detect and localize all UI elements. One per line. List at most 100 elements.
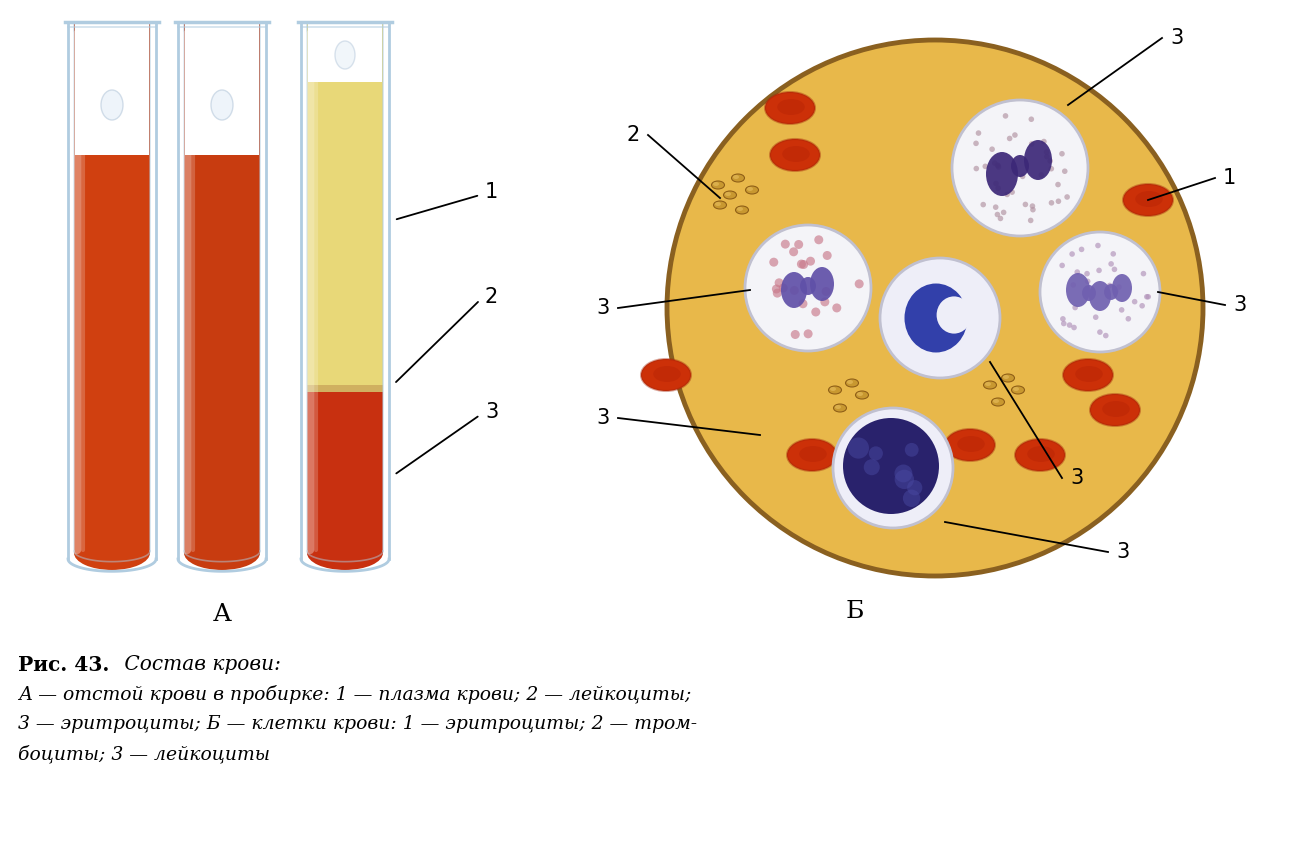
Circle shape: [1055, 182, 1060, 187]
Ellipse shape: [737, 207, 744, 211]
Circle shape: [822, 287, 831, 296]
Circle shape: [1139, 303, 1145, 309]
Circle shape: [1028, 218, 1034, 223]
Ellipse shape: [1113, 274, 1132, 302]
Circle shape: [952, 100, 1088, 236]
Circle shape: [995, 212, 1000, 217]
Ellipse shape: [335, 41, 355, 69]
Ellipse shape: [764, 92, 816, 124]
Text: 1: 1: [486, 182, 499, 202]
Circle shape: [990, 147, 995, 152]
Text: А: А: [212, 603, 232, 626]
Text: 3 — эритроциты; Б — клетки крови: 1 — эритроциты; 2 — тром-: 3 — эритроциты; Б — клетки крови: 1 — эр…: [18, 715, 698, 733]
Text: 2: 2: [486, 287, 499, 307]
Circle shape: [994, 181, 999, 186]
Circle shape: [1038, 172, 1045, 178]
Ellipse shape: [1013, 387, 1018, 391]
Ellipse shape: [957, 436, 984, 452]
Text: 3: 3: [1170, 28, 1183, 48]
Circle shape: [1020, 173, 1025, 179]
Circle shape: [1047, 158, 1052, 164]
Ellipse shape: [834, 404, 847, 412]
Circle shape: [1075, 269, 1080, 275]
Ellipse shape: [781, 272, 808, 308]
Ellipse shape: [857, 392, 863, 396]
Ellipse shape: [770, 139, 819, 171]
Circle shape: [1067, 323, 1072, 328]
Ellipse shape: [983, 381, 996, 389]
Ellipse shape: [783, 146, 810, 162]
Circle shape: [822, 251, 831, 260]
Circle shape: [1096, 268, 1102, 273]
Circle shape: [770, 257, 779, 267]
Circle shape: [1022, 202, 1028, 208]
Ellipse shape: [736, 206, 749, 214]
Text: 3: 3: [597, 298, 610, 318]
Ellipse shape: [830, 387, 836, 391]
Circle shape: [855, 280, 864, 288]
Ellipse shape: [1089, 281, 1111, 311]
Circle shape: [1007, 136, 1012, 142]
Ellipse shape: [778, 99, 805, 115]
Circle shape: [894, 469, 914, 489]
Bar: [185, 22, 260, 553]
Ellipse shape: [800, 446, 827, 462]
Ellipse shape: [641, 359, 691, 391]
Circle shape: [779, 283, 788, 293]
Circle shape: [1062, 321, 1067, 326]
Ellipse shape: [1083, 285, 1096, 301]
Bar: [308, 22, 384, 388]
Circle shape: [1049, 166, 1054, 172]
Ellipse shape: [185, 535, 260, 570]
Circle shape: [1096, 243, 1101, 248]
Circle shape: [1041, 139, 1047, 144]
Circle shape: [980, 202, 986, 208]
Circle shape: [780, 239, 789, 249]
Ellipse shape: [787, 439, 836, 471]
Text: 1: 1: [1223, 168, 1236, 188]
Circle shape: [789, 286, 798, 295]
Circle shape: [1145, 294, 1151, 299]
Circle shape: [1060, 316, 1066, 322]
Circle shape: [907, 480, 923, 495]
Ellipse shape: [211, 90, 233, 120]
Circle shape: [1043, 149, 1050, 155]
Circle shape: [1107, 282, 1113, 288]
Circle shape: [1119, 307, 1124, 312]
Circle shape: [1085, 279, 1090, 284]
Ellipse shape: [746, 186, 758, 194]
Circle shape: [772, 288, 781, 298]
Bar: [308, 388, 384, 553]
Bar: [75, 22, 149, 155]
Circle shape: [1079, 246, 1084, 252]
Circle shape: [995, 162, 1000, 168]
Circle shape: [1084, 271, 1090, 276]
Ellipse shape: [1135, 191, 1162, 207]
Circle shape: [973, 141, 979, 146]
Circle shape: [789, 247, 798, 257]
Ellipse shape: [1014, 439, 1066, 471]
Circle shape: [1030, 207, 1035, 213]
Circle shape: [745, 225, 870, 351]
Ellipse shape: [856, 391, 868, 399]
Circle shape: [1012, 132, 1017, 138]
Circle shape: [1059, 263, 1066, 269]
Circle shape: [1109, 261, 1114, 267]
Circle shape: [843, 418, 939, 514]
Ellipse shape: [713, 182, 719, 186]
Ellipse shape: [1075, 366, 1102, 382]
Circle shape: [1064, 194, 1069, 200]
Ellipse shape: [712, 181, 724, 189]
Circle shape: [864, 459, 880, 475]
Circle shape: [905, 443, 919, 456]
Ellipse shape: [835, 405, 840, 409]
Text: 3: 3: [597, 408, 610, 428]
Ellipse shape: [653, 366, 681, 382]
Circle shape: [814, 235, 823, 245]
Bar: [185, 22, 259, 155]
Circle shape: [1097, 329, 1102, 335]
Ellipse shape: [1001, 374, 1014, 382]
Circle shape: [1126, 316, 1131, 322]
Ellipse shape: [847, 380, 853, 384]
Text: 3: 3: [486, 402, 499, 422]
